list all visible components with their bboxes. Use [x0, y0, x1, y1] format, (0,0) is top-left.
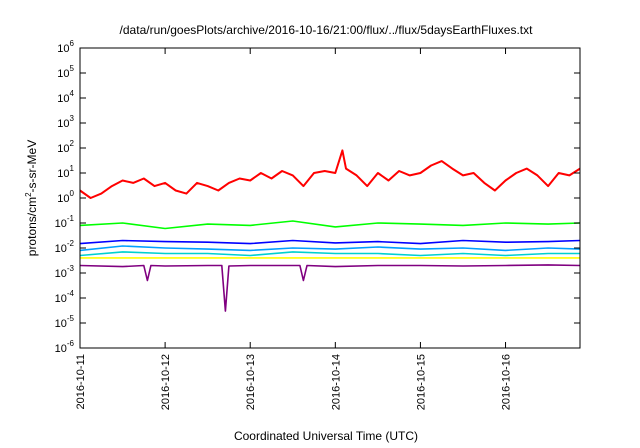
- y-axis-ticks: 10-6 10-5 10-4 10-3 10-2 10-1 100 101 102 103 104 1…: [55, 39, 580, 355]
- y-axis-label: protons/cm2-s-sr-MeV: [24, 140, 39, 256]
- y-tick-label: 104: [57, 89, 74, 105]
- series-layer: [79, 149, 581, 312]
- chart-title: /data/run/goesPlots/archive/2016-10-16/2…: [120, 23, 534, 37]
- x-tick-label: 2016-10-16: [501, 354, 513, 410]
- series-line-1: [79, 149, 581, 199]
- y-tick-label: 105: [57, 64, 74, 80]
- y-tick-label: 10-3: [55, 264, 75, 280]
- y-tick-label: 101: [57, 164, 74, 180]
- x-axis-label: Coordinated Universal Time (UTC): [234, 429, 418, 443]
- y-tick-label: 10-4: [55, 289, 75, 305]
- y-axis-label-superscript: 2: [24, 192, 33, 197]
- x-tick-label: 2016-10-14: [330, 354, 342, 410]
- plot-frame: [79, 47, 581, 349]
- series-line-3: [79, 239, 581, 245]
- x-tick-label: 2016-10-11: [75, 354, 87, 409]
- series-line-2: [79, 220, 581, 230]
- x-tick-label: 2016-10-15: [415, 354, 427, 410]
- x-axis-ticks: 2016-10-11 2016-10-12 2016-10-13 2016-10-14…: [75, 48, 513, 410]
- series-line-4: [79, 245, 581, 252]
- y-tick-label: 102: [57, 139, 74, 155]
- y-tick-label: 10-5: [55, 314, 75, 330]
- y-tick-label: 100: [57, 189, 74, 205]
- y-tick-label: 106: [57, 39, 74, 55]
- y-axis-label-part-1: protons/cm: [25, 197, 39, 256]
- y-tick-label: 10-6: [55, 339, 75, 355]
- series-line-7: [79, 264, 581, 312]
- x-tick-label: 2016-10-12: [160, 354, 172, 410]
- x-tick-label: 2016-10-13: [245, 354, 257, 410]
- y-tick-label: 10-2: [55, 239, 75, 255]
- y-axis-label-part-2: -s-sr-MeV: [25, 140, 39, 193]
- y-tick-label: 10-1: [55, 214, 75, 230]
- y-tick-label: 103: [57, 114, 74, 130]
- series-line-5: [79, 251, 580, 257]
